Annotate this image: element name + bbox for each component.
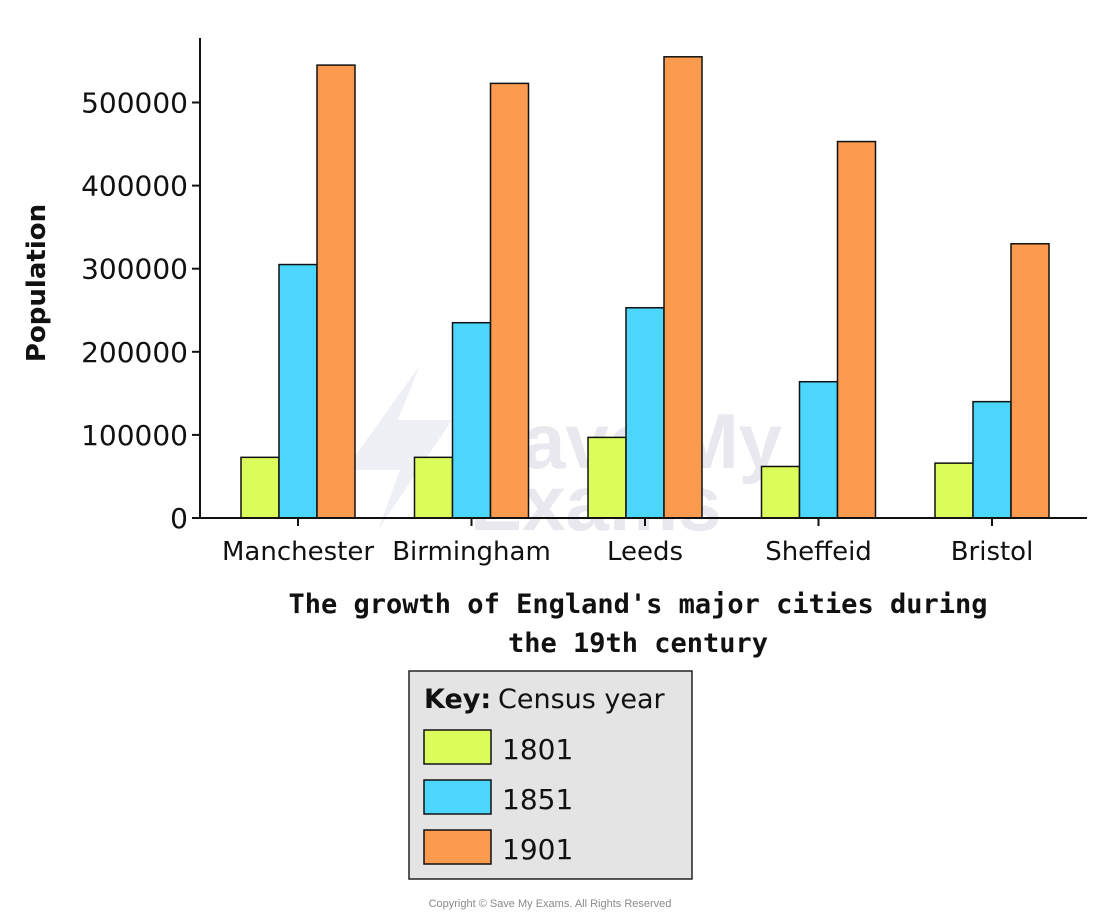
legend-subtitle: Census year xyxy=(498,684,666,715)
bar-leeds-1851 xyxy=(625,307,665,519)
y-tick-label: 200000 xyxy=(81,336,188,369)
legend-label-1901: 1901 xyxy=(502,833,573,866)
legend-heading: Key: xyxy=(424,684,491,715)
x-category-label: Birmingham xyxy=(392,537,551,567)
axes xyxy=(199,38,1087,519)
x-category-label: Manchester xyxy=(222,537,374,567)
bar-sheffeid-1901 xyxy=(836,140,877,519)
bar-leeds-1801 xyxy=(587,436,627,519)
watermark-logo-icon xyxy=(345,365,452,530)
legend-swatch-1851 xyxy=(423,779,492,815)
chart-caption-line-2: the 19th century xyxy=(508,628,768,659)
bar-sheffeid-1851 xyxy=(798,380,839,519)
x-category-label: Bristol xyxy=(951,537,1034,567)
bar-bristol-1901 xyxy=(1010,243,1050,519)
legend-swatch-1901 xyxy=(423,829,492,865)
legend-label-1851: 1851 xyxy=(502,783,573,816)
x-category-label: Leeds xyxy=(607,537,683,567)
y-ticks: 0 100000 200000 300000 400000 500000 xyxy=(81,87,200,535)
y-tick-label: 400000 xyxy=(81,170,188,203)
bar-manchester-1801 xyxy=(240,456,280,519)
watermark: Save My Exams xyxy=(345,365,782,547)
bar-sheffeid-1801 xyxy=(760,465,801,519)
bar-leeds-1901 xyxy=(663,56,703,519)
bar-birmingham-1801 xyxy=(413,456,454,519)
x-category-labels: Manchester Birmingham Leeds Sheffeid Bristol xyxy=(222,518,1033,567)
y-axis-title: Population xyxy=(22,204,52,362)
x-category-label: Sheffeid xyxy=(765,537,872,567)
chart-caption-line-1: The growth of England's major cities dur… xyxy=(289,589,988,620)
copyright-notice: Copyright © Save My Exams. All Rights Re… xyxy=(429,898,672,910)
y-tick-label: 300000 xyxy=(81,253,188,286)
legend-items: 1801 1851 1901 xyxy=(423,729,573,866)
y-tick-label: 0 xyxy=(170,502,188,535)
bar-bristol-1851 xyxy=(972,400,1012,519)
bar-manchester-1851 xyxy=(278,263,318,519)
legend: Key: Census year 1801 1851 1901 xyxy=(408,670,693,880)
y-tick-label: 500000 xyxy=(81,87,188,120)
bars xyxy=(240,56,1050,519)
y-tick-label: 100000 xyxy=(81,419,188,452)
legend-swatch-1801 xyxy=(423,729,492,765)
bar-manchester-1901 xyxy=(316,64,356,519)
legend-label-1801: 1801 xyxy=(502,733,573,766)
bar-birmingham-1901 xyxy=(489,82,530,519)
bar-bristol-1801 xyxy=(934,462,974,519)
bar-birmingham-1851 xyxy=(451,321,492,519)
